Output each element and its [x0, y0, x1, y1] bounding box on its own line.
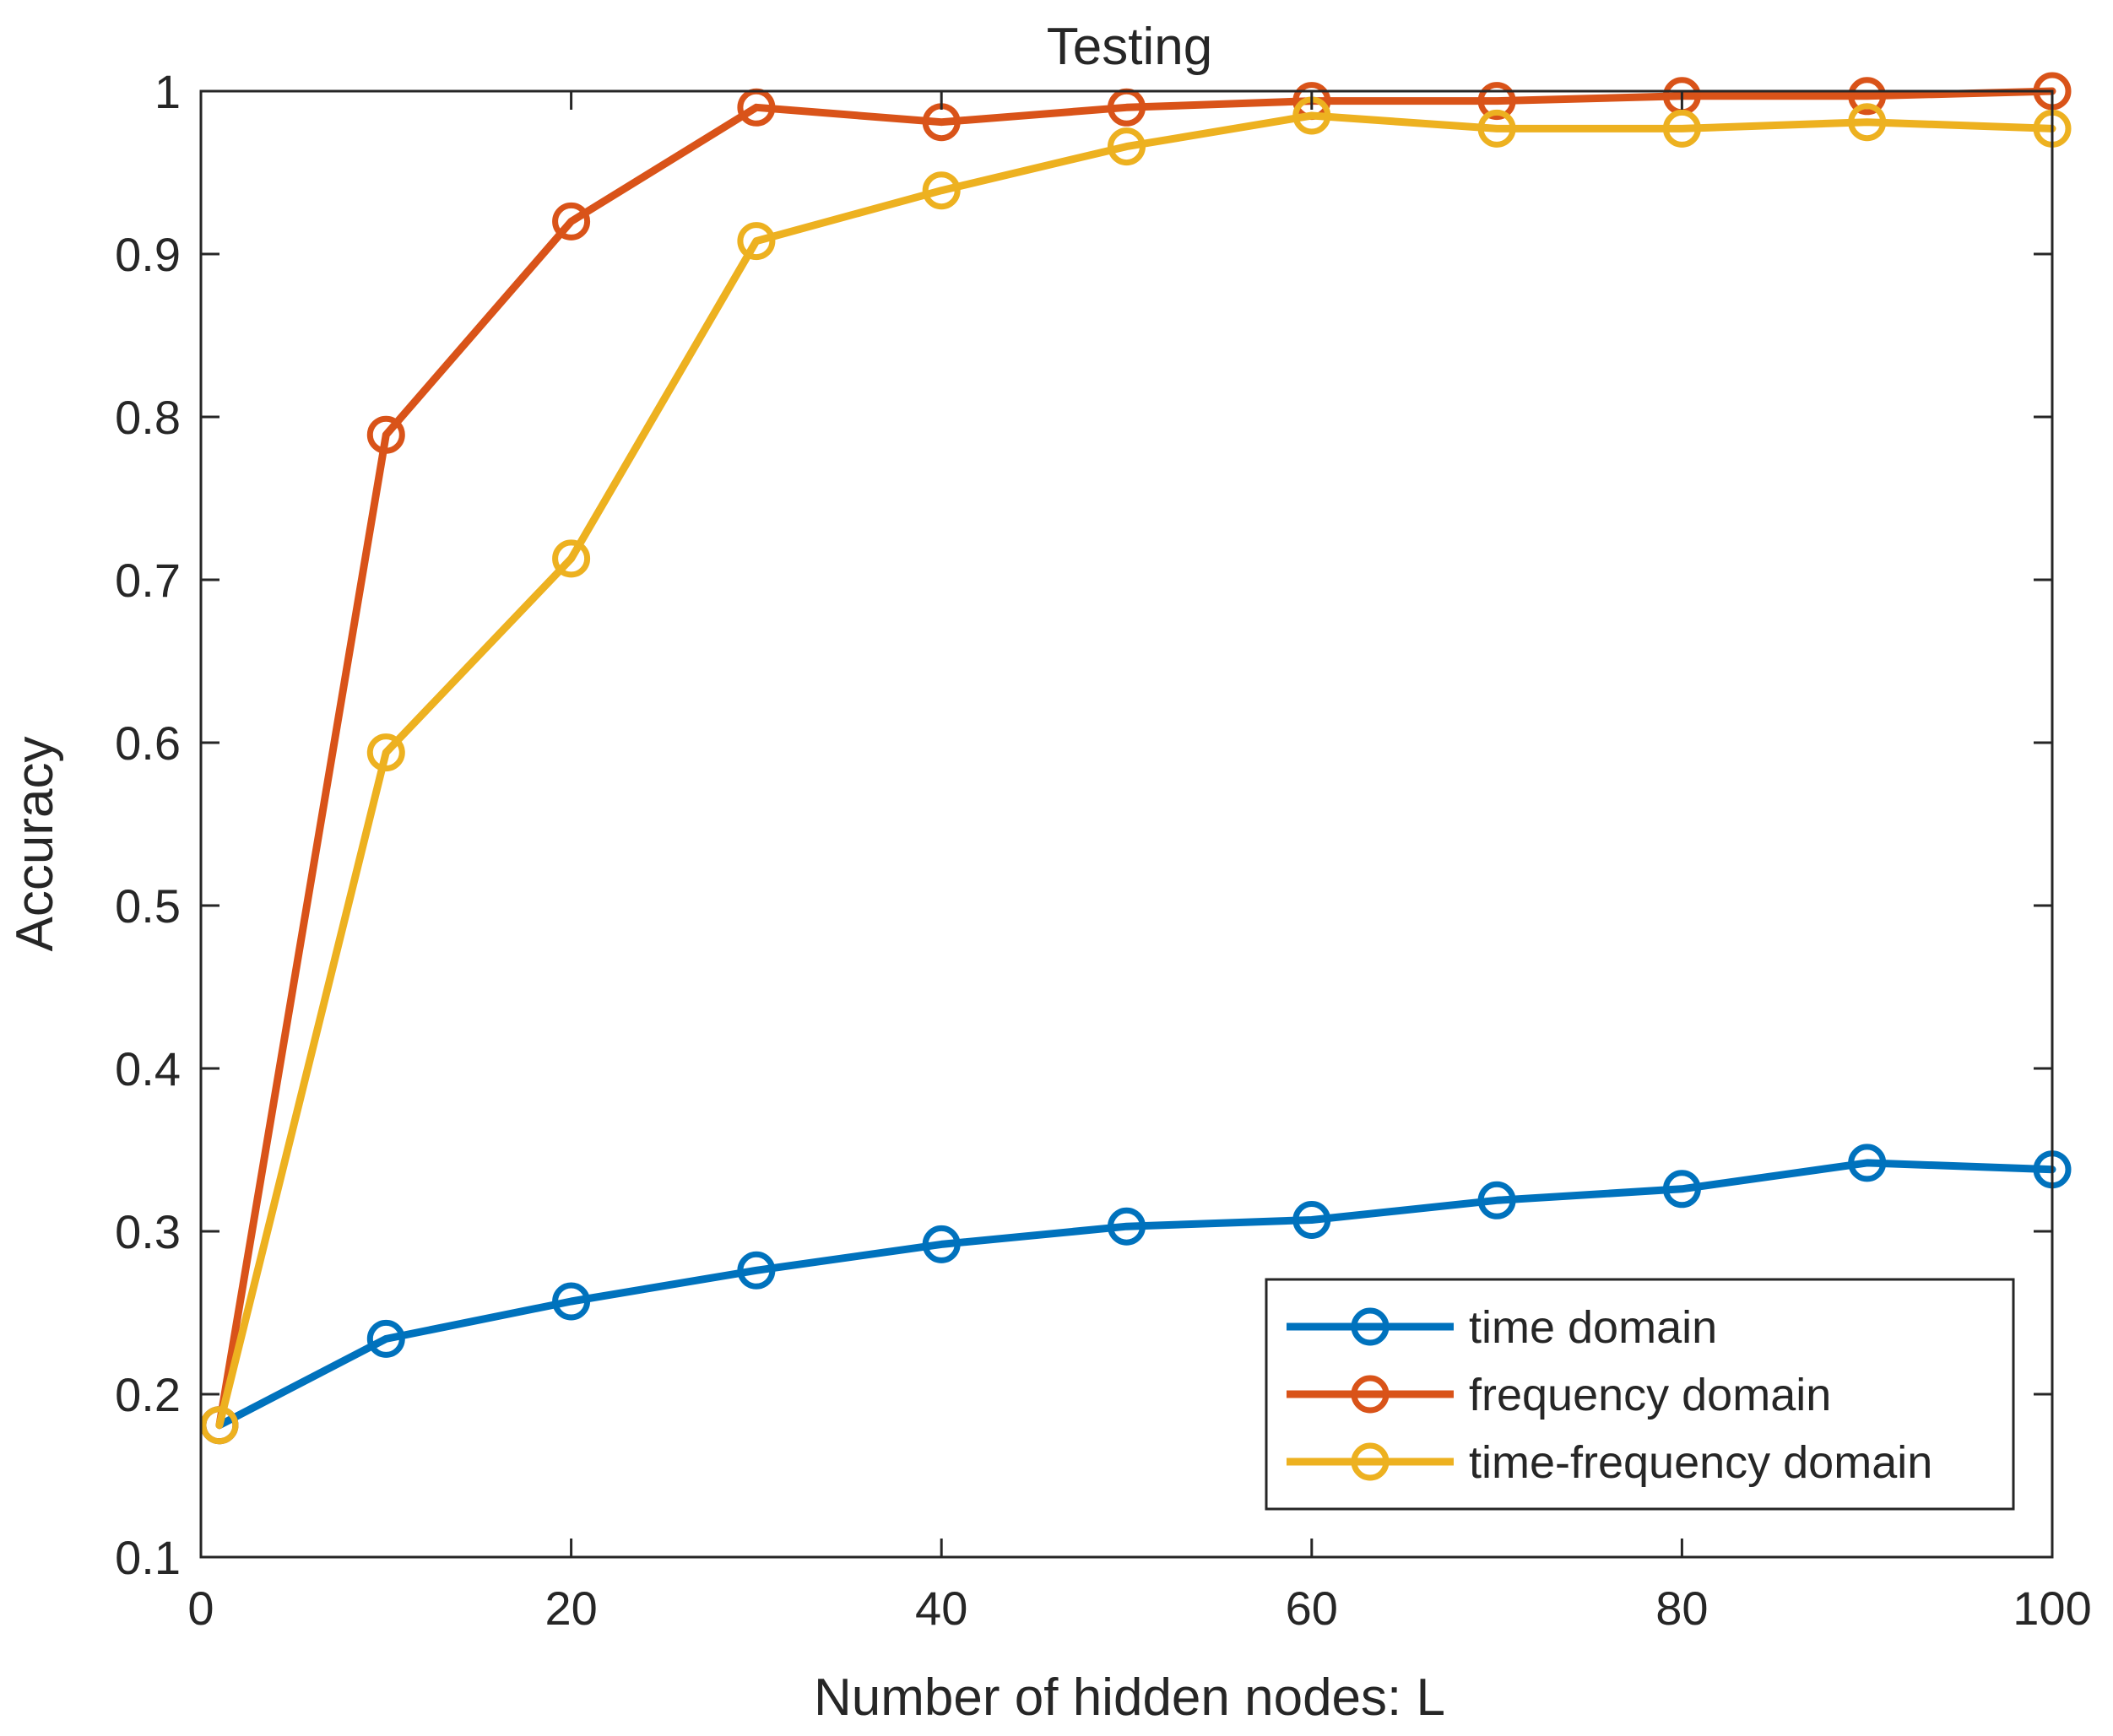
x-tick-label: 40	[915, 1582, 967, 1635]
data-point	[1477, 1181, 1516, 1220]
data-point	[922, 171, 961, 210]
legend-label: frequency domain	[1469, 1370, 1831, 1420]
data-point	[1848, 103, 1887, 142]
data-point	[200, 1406, 239, 1445]
data-point	[1848, 77, 1887, 116]
data-point	[1108, 127, 1146, 166]
series-line-time-domain	[215, 1159, 2056, 1430]
series-line-time-frequency-domain	[215, 111, 2056, 1430]
data-point	[737, 1251, 776, 1290]
chart-title: Testing	[1047, 18, 1212, 76]
legend-label: time domain	[1469, 1302, 1717, 1353]
data-point	[1662, 109, 1701, 148]
data-point	[1477, 82, 1516, 121]
data-point	[922, 1225, 961, 1263]
data-point	[1292, 1201, 1331, 1239]
y-tick-label: 0.2	[115, 1368, 181, 1421]
data-point	[366, 733, 405, 772]
data-point	[552, 539, 591, 578]
data-point	[552, 1282, 591, 1321]
x-axis-label: Number of hidden nodes: L	[814, 1668, 1445, 1727]
data-point	[1662, 1170, 1701, 1209]
y-tick-label: 0.8	[115, 391, 181, 444]
y-tick-label: 0.4	[115, 1042, 181, 1095]
axes-layer	[199, 89, 2054, 1559]
y-tick-label: 0.9	[115, 228, 181, 281]
y-tick-label: 1	[154, 65, 181, 118]
legend-marker	[1351, 1375, 1390, 1414]
x-tick-label: 60	[1286, 1582, 1338, 1635]
legend-entry: time-frequency domain	[1287, 1437, 1932, 1488]
x-tick-label: 20	[545, 1582, 597, 1635]
y-axis-label: Accuracy	[6, 737, 64, 952]
y-tick-label: 0.1	[115, 1531, 181, 1584]
legend-marker	[1351, 1307, 1390, 1346]
x-tick-label: 100	[2013, 1582, 2091, 1635]
ticks-layer: 0 20 40 60 80 100 0.1 0.2 0.3 0.4 0.5 0.6 0.7 0.8 0.9 1	[115, 65, 2092, 1635]
y-tick-label: 0.3	[115, 1205, 181, 1258]
data-point	[552, 202, 591, 241]
legend: time domain frequency domain time-frequenc…	[1265, 1278, 2015, 1511]
data-point	[1108, 1207, 1146, 1246]
x-tick-label: 80	[1655, 1582, 1708, 1635]
data-point	[1477, 109, 1516, 148]
data-point	[737, 222, 776, 261]
data-point	[366, 1319, 405, 1358]
data-point	[1848, 1144, 1887, 1182]
legend-entry: time domain	[1287, 1302, 1717, 1353]
legend-label: time-frequency domain	[1469, 1437, 1932, 1488]
series-line-frequency-domain	[215, 87, 2056, 1430]
x-tick-label: 0	[187, 1582, 214, 1635]
data-point	[366, 415, 405, 454]
legend-entry: frequency domain	[1287, 1370, 1831, 1420]
plot-frame	[199, 89, 2054, 1559]
y-tick-label: 0.7	[115, 554, 181, 607]
legend-marker	[1351, 1442, 1390, 1481]
y-tick-label: 0.5	[115, 879, 181, 933]
y-tick-label: 0.6	[115, 717, 181, 770]
series-layer	[200, 72, 2072, 1445]
